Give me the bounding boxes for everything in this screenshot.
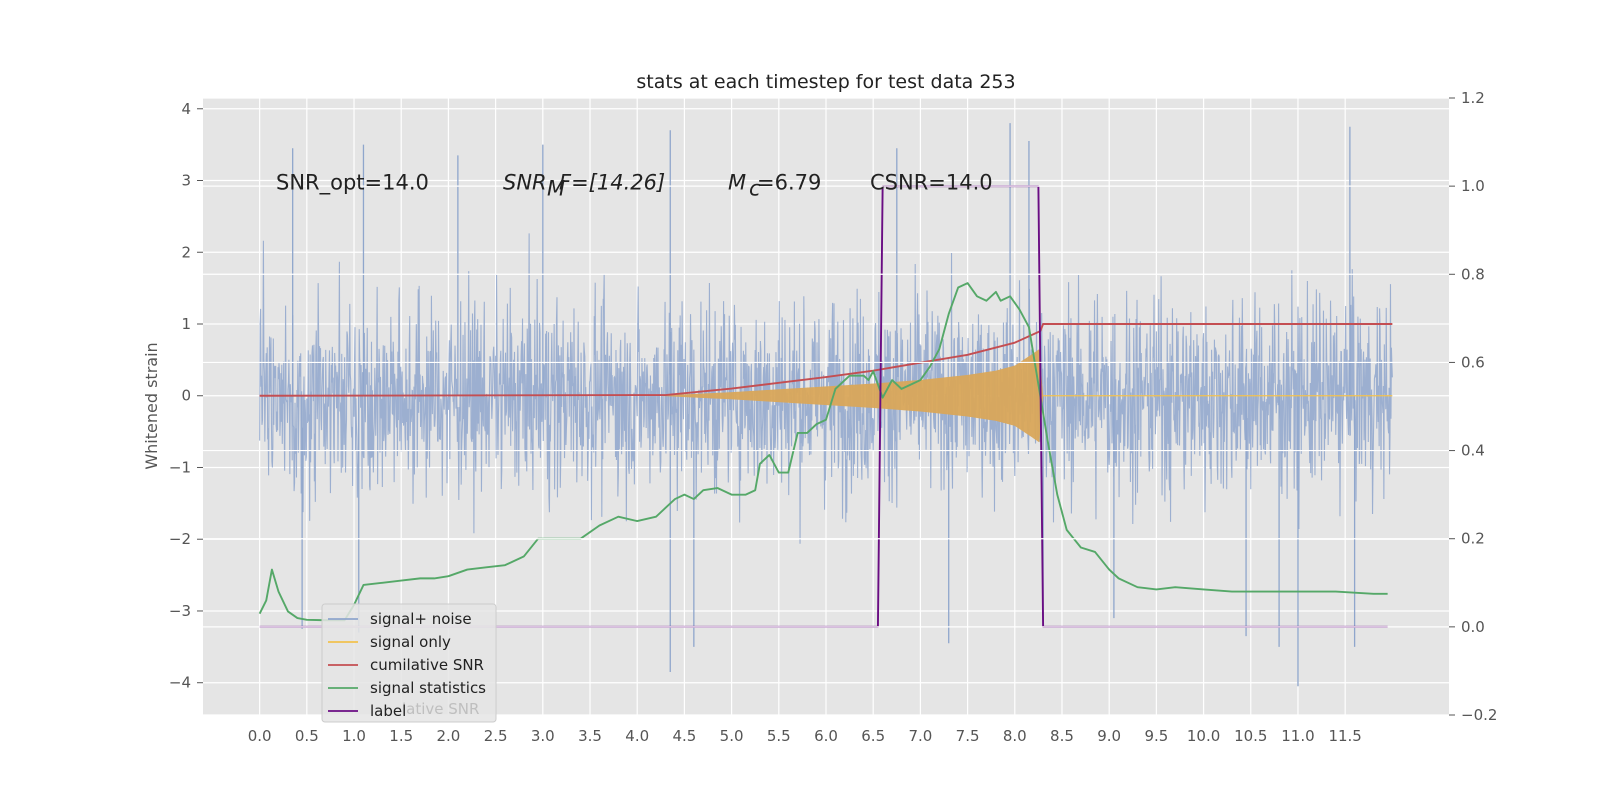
series-signal-noise-line (259, 233, 1393, 544)
legend-label: signal statistics (370, 679, 486, 697)
legend-label: signal+ noise (370, 610, 472, 628)
y-tick-label: 1 (181, 315, 191, 333)
y-tick-label: −1 (169, 458, 191, 476)
x-tick-label: 11.0 (1281, 727, 1314, 745)
y2-tick-label: 0.8 (1461, 265, 1485, 283)
y2-tick-label: 0.2 (1461, 530, 1485, 548)
legend: lative SNR signal+ noise signal only cumila… (321, 603, 497, 723)
legend-label: label (370, 702, 406, 720)
x-tick-label: 9.5 (1144, 727, 1168, 745)
y-tick-label: 0 (181, 387, 191, 405)
x-tick-label: 10.5 (1234, 727, 1267, 745)
y2-tick-label: 0.4 (1461, 442, 1485, 460)
x-tick-label: 7.5 (956, 727, 980, 745)
x-tick-label: 4.0 (625, 727, 649, 745)
x-tick-label: 1.0 (342, 727, 366, 745)
x-tick-label: 3.5 (578, 727, 602, 745)
y-tick-label: 4 (181, 100, 191, 118)
x-tick-label: 1.5 (389, 727, 413, 745)
x-tick-label: 11.5 (1328, 727, 1361, 745)
y-tick-labels: 4 3 2 1 0 −1 −2 −3 −4 (169, 100, 203, 692)
y2-tick-label: 0.0 (1461, 618, 1485, 636)
annotation-csnr: CSNR=14.0 (870, 171, 993, 195)
annotation-snr-mf-rest: F=[14.26] (559, 171, 665, 195)
y2-tick-label: 0.6 (1461, 353, 1485, 371)
y-tick-label: 2 (181, 243, 191, 261)
x-tick-label: 6.5 (861, 727, 885, 745)
annotation-snr-opt: SNR_opt=14.0 (276, 171, 429, 196)
legend-box (321, 603, 497, 723)
annotation-snr-mf-sym: SNR (503, 171, 547, 195)
y2-gridlines (203, 98, 1449, 715)
x-tick-label: 0.5 (295, 727, 319, 745)
annotation-mc-sub: c (749, 177, 761, 201)
annotation-mc-sym: M (728, 171, 746, 195)
series-signal-only-envelope (259, 349, 1393, 443)
legend-ghost-text: lative SNR (402, 700, 479, 718)
x-tick-label: 4.5 (672, 727, 696, 745)
y2-tick-label: 1.0 (1461, 177, 1485, 195)
y-tick-label: −4 (169, 674, 191, 692)
x-tick-label: 2.0 (436, 727, 460, 745)
legend-item: label (328, 702, 406, 720)
x-tick-label: 6.0 (814, 727, 838, 745)
x-tick-label: 8.5 (1050, 727, 1074, 745)
x-tick-label: 9.0 (1097, 727, 1121, 745)
x-tick-label: 3.0 (531, 727, 555, 745)
y-tick-label: −3 (169, 602, 191, 620)
legend-item: signal+ noise (328, 610, 472, 628)
y2-tick-label: 1.2 (1461, 89, 1485, 107)
x-tick-label: 10.0 (1187, 727, 1220, 745)
x-tick-label: 2.5 (484, 727, 508, 745)
x-tick-labels: 0.0 0.5 1.0 1.5 2.0 2.5 3.0 3.5 4.0 4.5 5.0 5.5 6.0 6… (248, 727, 1362, 745)
x-tick-label: 0.0 (248, 727, 272, 745)
y-tick-label: 3 (181, 172, 191, 190)
y-axis-label: Whitened strain (142, 342, 161, 469)
y2-tick-label: −0.2 (1461, 706, 1497, 724)
chart-title: stats at each timestep for test data 253 (636, 71, 1015, 93)
legend-label: cumilative SNR (370, 656, 484, 674)
y2-tick-labels: 1.2 1.0 0.8 0.6 0.4 0.2 0.0 −0.2 (1449, 89, 1497, 724)
legend-item: cumilative SNR (328, 656, 484, 674)
legend-item: signal only (328, 633, 451, 651)
x-tick-label: 5.0 (720, 727, 744, 745)
x-tick-label: 8.0 (1003, 727, 1027, 745)
series-signal-statistics-line (258, 282, 1388, 622)
x-tick-label: 7.0 (908, 727, 932, 745)
legend-label: signal only (370, 633, 451, 651)
annotation-mc-rest: =6.79 (757, 171, 821, 195)
x-tick-label: 5.5 (767, 727, 791, 745)
annotation-snr-mf-sub: M (547, 177, 565, 201)
y-tick-label: −2 (169, 530, 191, 548)
legend-item: signal statistics (328, 679, 486, 697)
